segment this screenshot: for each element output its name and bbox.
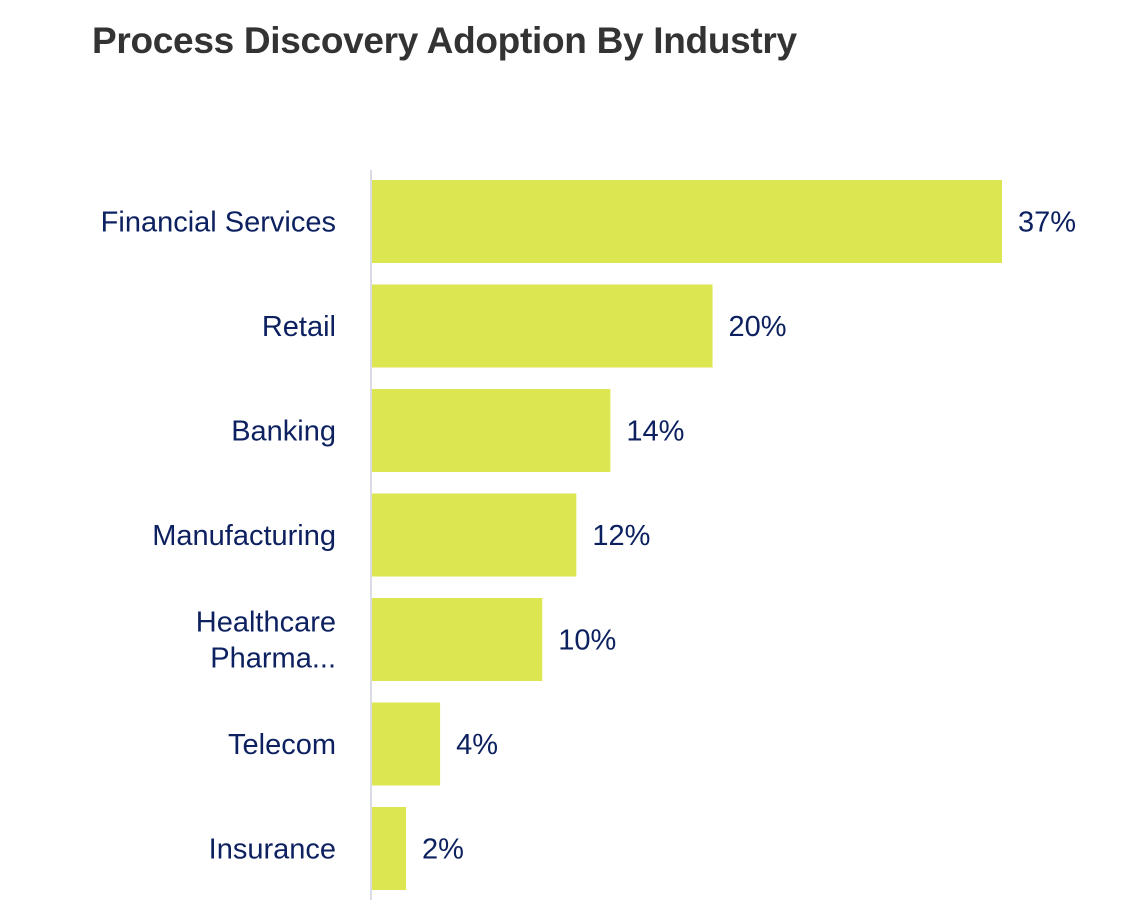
category-label: Telecom: [228, 729, 336, 761]
bar-4: [372, 598, 543, 681]
value-label: 37%: [1018, 207, 1076, 239]
category-label: Healthcare Pharma...: [196, 607, 336, 675]
category-label: Financial Services: [101, 207, 336, 239]
value-label: 14%: [626, 416, 684, 448]
bar-1: [372, 284, 713, 368]
category-label: Retail: [262, 311, 336, 343]
category-label: Banking: [231, 416, 336, 448]
bar-6: [372, 807, 407, 890]
bar-2: [372, 389, 611, 472]
category-label: Insurance: [209, 834, 336, 866]
value-label: 10%: [558, 625, 616, 657]
bar-3: [372, 493, 577, 577]
value-label: 2%: [422, 834, 464, 866]
value-label: 12%: [592, 520, 650, 552]
value-label: 20%: [729, 311, 787, 343]
bar-0: [372, 180, 1002, 263]
bar-5: [372, 702, 441, 786]
chart-title: Process Discovery Adoption By Industry: [92, 20, 797, 61]
category-label: Manufacturing: [152, 520, 336, 552]
value-label: 4%: [456, 729, 498, 761]
